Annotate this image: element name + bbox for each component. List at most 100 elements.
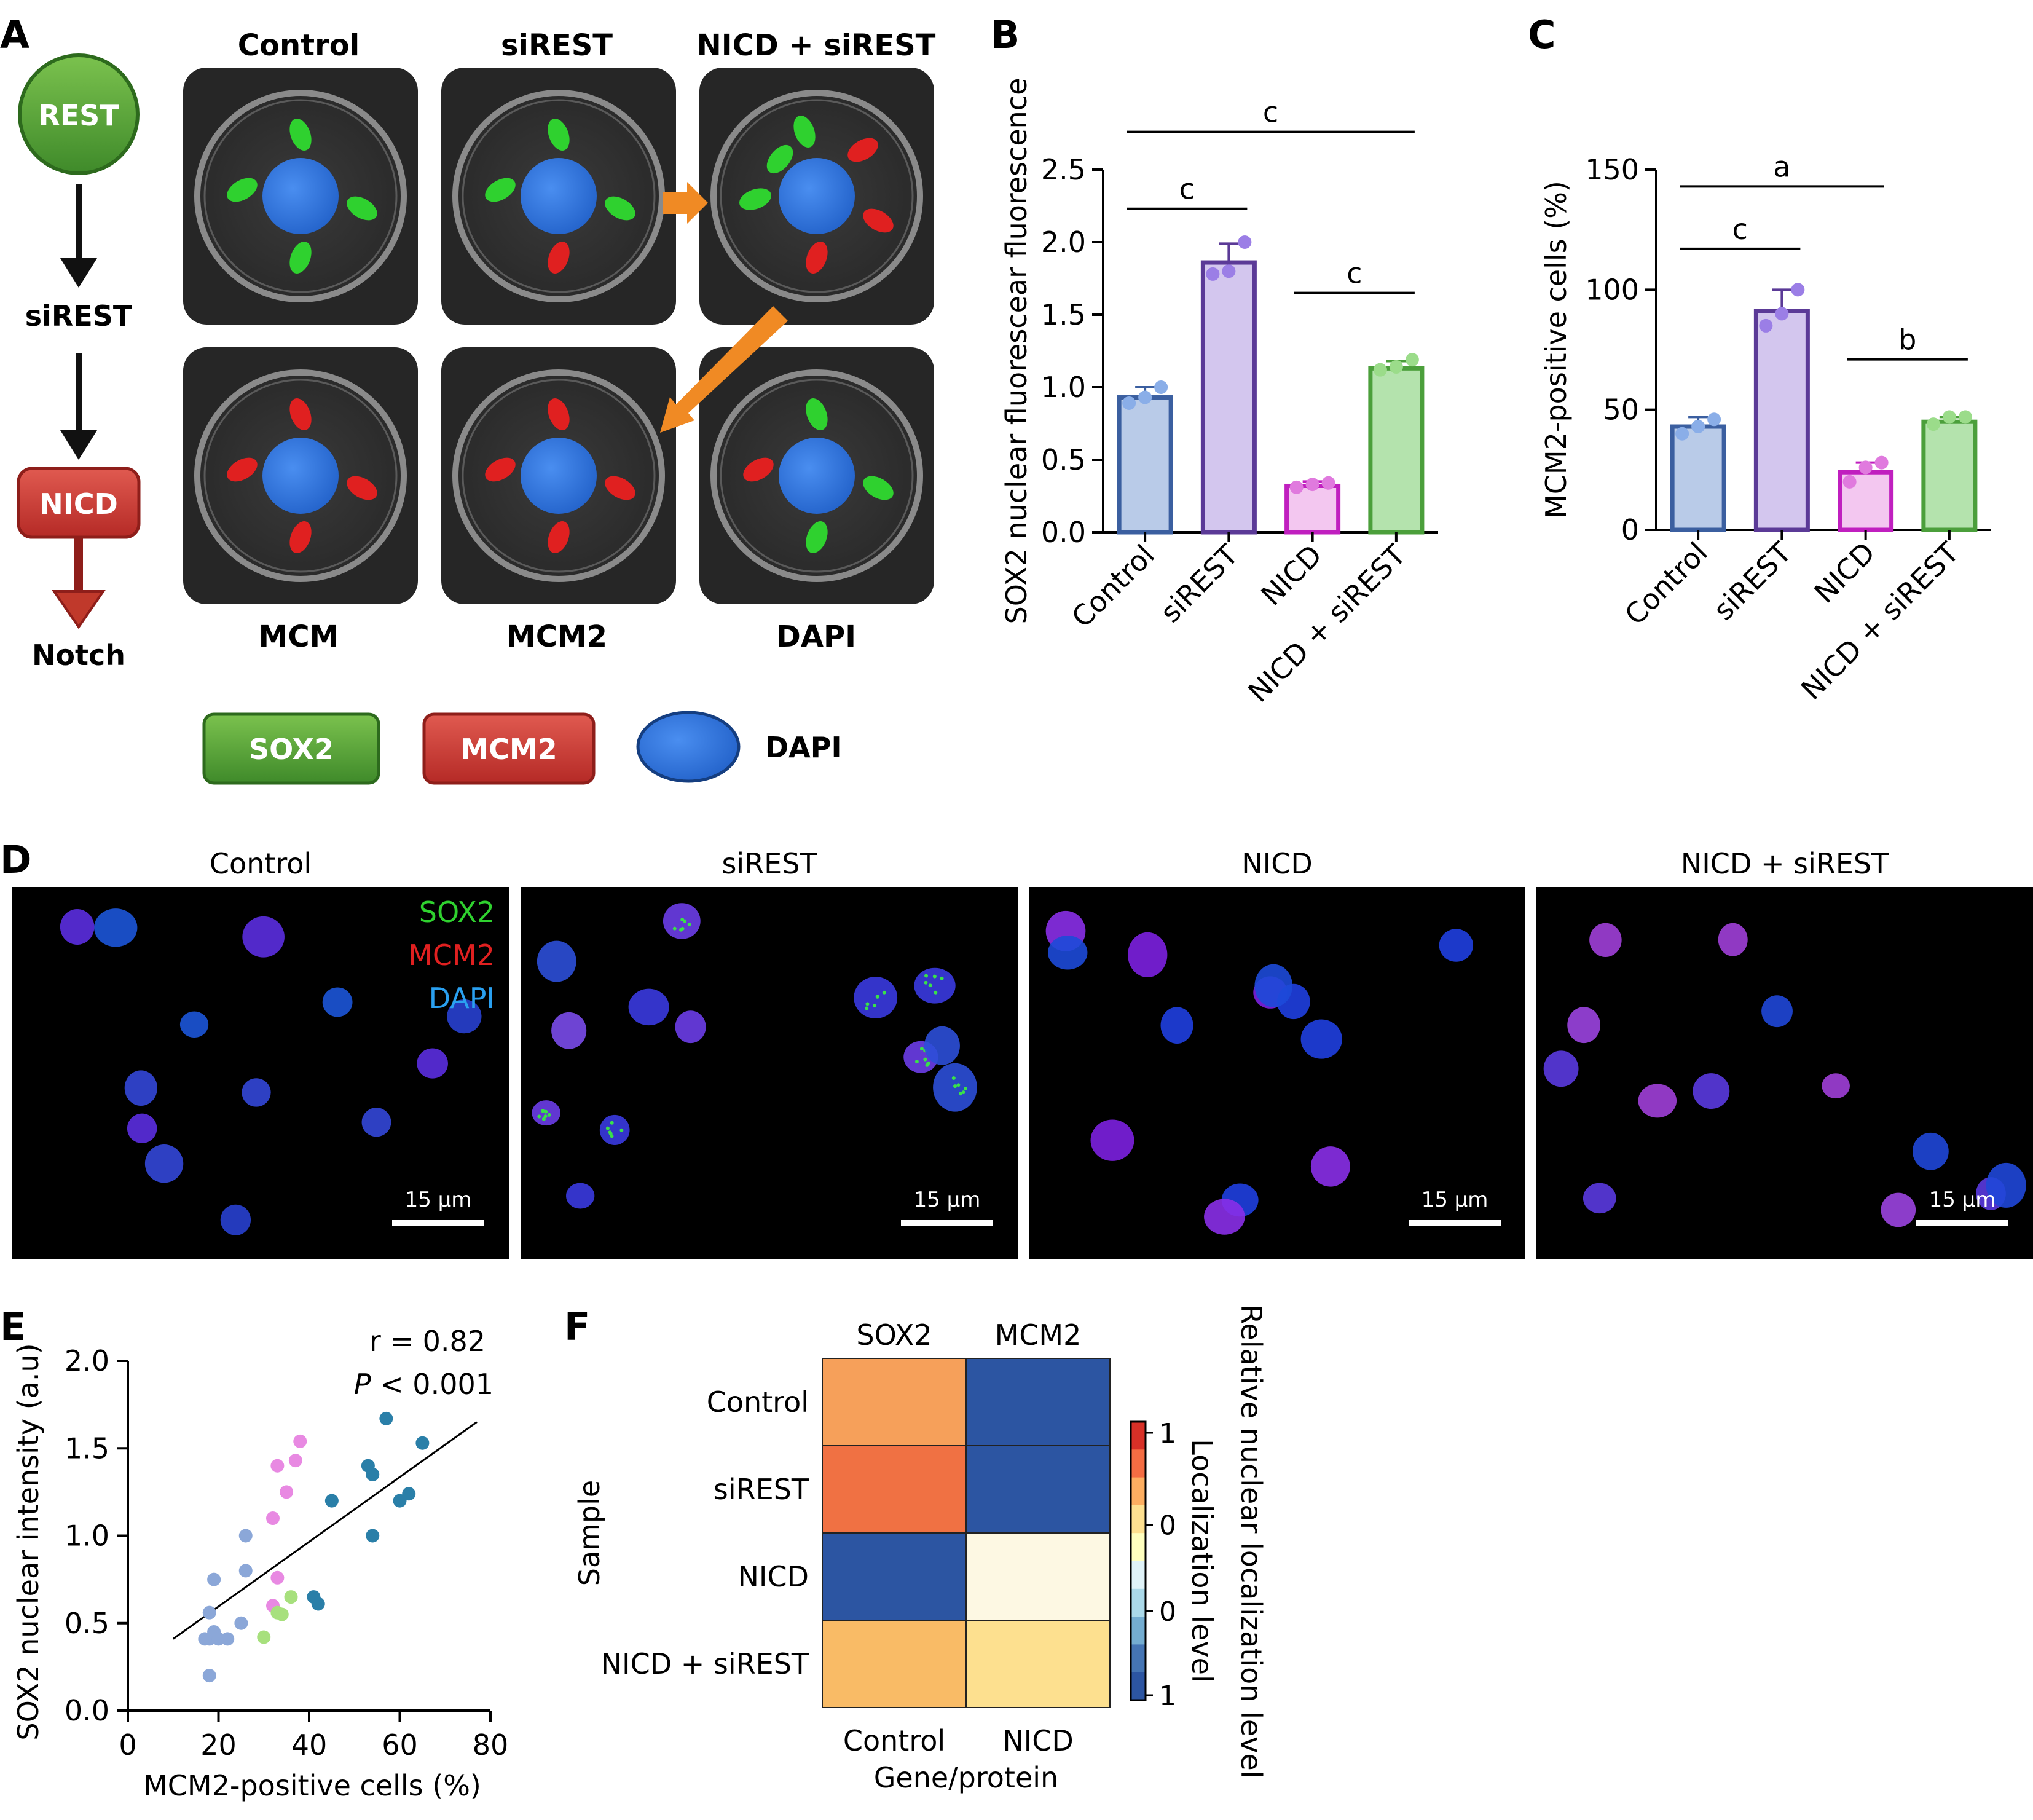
scale-bar-label: 15 μm (405, 1188, 472, 1212)
panel-c-chart: 0 50 100 150 MCM2-positive cells (%) Controls… (1539, 150, 1991, 706)
sox2-puncta (547, 1113, 551, 1117)
micrograph-image (521, 887, 1018, 1259)
nucleus-icon (779, 438, 855, 514)
sox2-puncta (687, 922, 691, 926)
cell-membrane-inner (462, 379, 656, 573)
cell-title-control: Control (238, 28, 360, 63)
nucleus-blob (220, 1204, 251, 1235)
data-point (1842, 475, 1857, 489)
sox2-puncta (961, 1090, 965, 1095)
y-tick-label: 0 (1621, 513, 1639, 546)
panel-letter-e: E (0, 1304, 26, 1349)
mcm2-spot (227, 457, 258, 482)
sox2-puncta (610, 1134, 614, 1138)
heatmap-row-label: Control (707, 1385, 809, 1419)
scatter-point (293, 1434, 307, 1448)
heatmap-cell (965, 1532, 1111, 1621)
rest-label: REST (38, 99, 119, 132)
sox2-puncta (543, 1114, 548, 1119)
nucleus-blob (1300, 1019, 1342, 1059)
cell-title-mcm: MCM (259, 620, 339, 654)
data-point (1289, 480, 1304, 494)
mcm2-spot (347, 476, 377, 500)
sox2-puncta (924, 974, 928, 978)
nucleus-blob (1822, 1073, 1850, 1099)
legend-sox2-label: SOX2 (249, 733, 334, 766)
sox2-puncta (951, 1076, 956, 1080)
sox2-spot (806, 398, 828, 430)
data-point (1238, 235, 1252, 249)
data-point (1926, 417, 1940, 431)
nucleus-icon (262, 438, 339, 514)
cell-title-dapi: DAPI (776, 620, 856, 654)
nucleus-icon (779, 158, 855, 234)
scatter-point (198, 1632, 212, 1646)
y-axis-label: SOX2 nuclear fluorescear fluorescence (1000, 78, 1033, 624)
x-tick-label: Control (1065, 538, 1161, 634)
scatter-point (238, 1529, 253, 1543)
nucleus-blob (1718, 923, 1748, 956)
sox2-puncta (926, 1061, 930, 1065)
data-point (1206, 267, 1220, 281)
heatmap-cell (965, 1358, 1111, 1446)
scatter-point (270, 1459, 285, 1473)
x-tick-label: 40 (291, 1728, 328, 1762)
x-tick-label: NICD + siREST (1795, 535, 1965, 706)
data-point (1691, 420, 1705, 434)
micrograph-legend-label: DAPI (429, 982, 495, 1015)
legend-sox2-swatch (202, 712, 380, 785)
heatmap-x-label: Gene/protein (874, 1761, 1058, 1794)
data-point (1942, 410, 1956, 424)
micrograph-legend-label: MCM2 (408, 939, 495, 972)
data-point (1373, 363, 1387, 377)
mcm2-spot (548, 398, 570, 430)
panel-e-scatter: 0.0 0.5 1.0 1.5 2.0 0 20 40 60 80 MCM2-positive ce… (12, 1325, 508, 1802)
data-point (1858, 460, 1873, 475)
significance-label: c (1347, 257, 1362, 290)
sox2-puncta (541, 1109, 545, 1113)
legend-mcm2-swatch (422, 712, 596, 785)
nucleus-blob (914, 967, 956, 1004)
scatter-point (266, 1511, 280, 1526)
significance-label: b (1898, 323, 1916, 357)
arrow-down-red-icon (52, 590, 106, 629)
heatmap-column-label: MCM2 (995, 1318, 1082, 1352)
nucleus-blob (566, 1183, 595, 1209)
sox2-puncta (928, 983, 932, 988)
sox2-spot (739, 188, 771, 210)
colorbar-segment (1131, 1422, 1146, 1451)
data-point (1389, 360, 1403, 374)
heatmap-y-label: Sample (573, 1480, 606, 1586)
scatter-point (288, 1454, 302, 1468)
scatter-point (234, 1616, 248, 1630)
p-value: P < 0.001 (354, 1368, 494, 1401)
colorbar-tick-label: 0 (1159, 1510, 1176, 1542)
sirest-label: siREST (25, 299, 133, 333)
orange-arrow-icon (660, 306, 788, 433)
cell-title-mcm2: MCM2 (506, 620, 607, 654)
scatter-point (366, 1467, 380, 1481)
nucleus-blob (124, 1070, 157, 1106)
sox2-puncta (610, 1121, 614, 1125)
nucleus-blob (1913, 1132, 1949, 1170)
orange-arrow-icon (663, 182, 708, 224)
significance-label: c (1732, 213, 1748, 246)
sox2-spot (289, 242, 312, 274)
nucleus-blob (551, 1012, 587, 1049)
x-tick-label: Control (1618, 536, 1714, 632)
bar (1200, 260, 1257, 535)
nucleus-blob (1693, 1073, 1730, 1109)
nucleus-blob (854, 977, 898, 1018)
scatter-point (311, 1597, 325, 1611)
y-axis-label: MCM2-positive cells (%) (1539, 181, 1573, 519)
scatter-point (324, 1494, 339, 1508)
sox2-puncta (865, 1006, 869, 1010)
sox2-puncta (924, 980, 928, 985)
significance-label: a (1773, 150, 1790, 183)
cell-membrane-inner (203, 379, 398, 573)
sox2-puncta (683, 919, 687, 923)
nucleus-icon (262, 158, 339, 234)
sox2-puncta (875, 995, 879, 999)
arrow-down-icon (60, 258, 97, 288)
